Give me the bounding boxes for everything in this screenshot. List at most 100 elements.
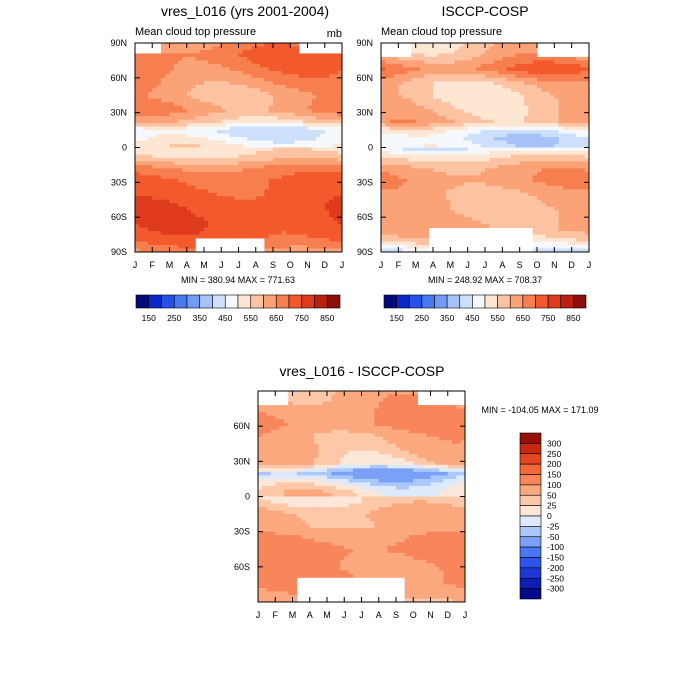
contour-cell (169, 116, 175, 121)
contour-cell (247, 84, 252, 89)
contour-cell (139, 137, 145, 141)
contour-cell (528, 175, 534, 180)
contour-cell (558, 185, 564, 190)
contour-cell (238, 56, 244, 61)
contour-cell (467, 46, 473, 51)
contour-cell (139, 147, 145, 152)
contour-cell (208, 150, 214, 155)
contour-cell (320, 88, 326, 93)
contour-cell (139, 84, 145, 89)
contour-cell (446, 157, 451, 162)
contour-cell (255, 43, 261, 47)
contour-cell (571, 91, 577, 96)
contour-cell (402, 126, 408, 131)
contour-cell (298, 130, 304, 134)
contour-cell (273, 98, 278, 103)
contour-cell (467, 168, 473, 173)
contour-cell (441, 130, 447, 134)
contour-cell (511, 164, 516, 169)
colorbar-swatch (212, 294, 226, 309)
contour-cell (450, 112, 456, 117)
contour-cell (294, 95, 300, 100)
contour-cell (139, 140, 145, 145)
contour-cell (208, 91, 214, 96)
contour-cell (234, 192, 239, 197)
contour-cell (212, 144, 218, 148)
contour-cell (139, 91, 145, 96)
contour-cell (139, 231, 145, 235)
contour-cell (320, 77, 326, 82)
contour-cell (333, 248, 339, 253)
contour-cell (324, 199, 330, 204)
contour-cell (554, 109, 560, 114)
contour-cell (191, 43, 196, 47)
contour-cell (199, 109, 205, 114)
contour-cell (199, 224, 205, 229)
contour-cell (169, 88, 175, 93)
contour-cell (147, 185, 153, 190)
contour-cell (277, 91, 283, 96)
contour-cell (459, 189, 464, 194)
contour-cell (199, 126, 205, 131)
contour-cell (229, 192, 235, 197)
contour-cell (398, 161, 404, 166)
contour-cell (480, 168, 486, 173)
contour-cell (532, 154, 538, 159)
contour-cell (467, 196, 473, 201)
contour-cell (160, 81, 166, 86)
contour-cell (476, 140, 482, 145)
contour-cell (251, 46, 257, 51)
contour-cell (178, 123, 183, 127)
contour-cell (303, 157, 308, 162)
contour-cell (311, 206, 317, 211)
contour-cell (337, 84, 343, 89)
contour-cell (152, 231, 157, 235)
contour-cell (381, 130, 386, 134)
contour-cell (290, 192, 295, 197)
contour-cell (260, 213, 265, 218)
contour-cell (139, 213, 145, 218)
contour-cell (212, 161, 218, 166)
contour-cell (511, 91, 516, 96)
contour-cell (135, 98, 140, 103)
contour-cell (260, 126, 265, 131)
contour-cell (290, 137, 295, 141)
contour-cell (428, 137, 434, 141)
panel-model-contours (135, 43, 343, 253)
contour-cell (394, 105, 399, 110)
contour-cell (389, 77, 395, 82)
contour-cell (389, 199, 395, 204)
x-tick-label: A (253, 260, 259, 270)
contour-cell (437, 63, 443, 68)
contour-cell (260, 81, 265, 86)
contour-cell (420, 150, 425, 155)
contour-cell (264, 98, 270, 103)
contour-cell (446, 144, 451, 148)
contour-cell (238, 133, 244, 138)
contour-cell (502, 196, 508, 201)
contour-cell (225, 140, 231, 145)
contour-cell (558, 123, 564, 127)
contour-cell (411, 74, 417, 79)
contour-cell (169, 70, 175, 75)
contour-cell (152, 157, 157, 162)
contour-cell (537, 56, 542, 61)
contour-cell (143, 84, 149, 89)
contour-cell (221, 213, 226, 218)
contour-cell (316, 144, 321, 148)
contour-cell (532, 91, 538, 96)
contour-cell (242, 88, 248, 93)
contour-cell (467, 175, 473, 180)
contour-cell (320, 168, 326, 173)
contour-cell (311, 126, 317, 131)
contour-cell (199, 91, 205, 96)
contour-cell (212, 98, 218, 103)
contour-cell (178, 70, 183, 75)
contour-cell (337, 217, 343, 222)
contour-cell (268, 137, 274, 141)
contour-cell (273, 137, 278, 141)
contour-cell (476, 130, 482, 134)
contour-cell (238, 185, 244, 190)
contour-cell (394, 133, 399, 138)
contour-cell (558, 81, 564, 86)
